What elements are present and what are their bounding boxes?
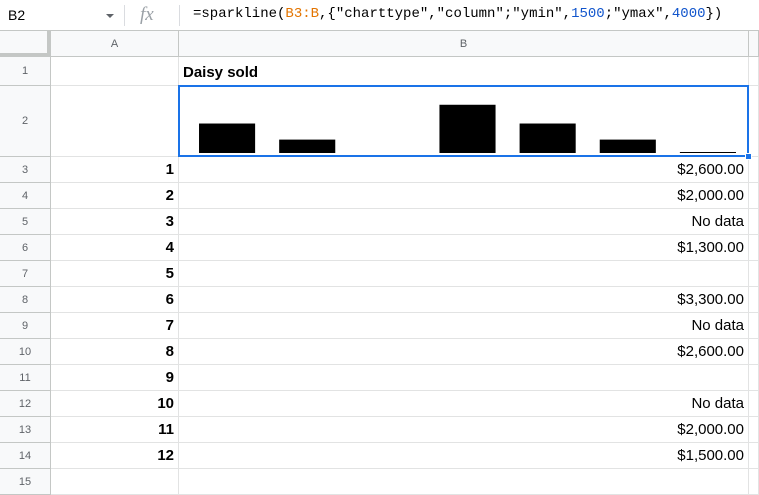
row-header: 11 bbox=[0, 365, 51, 391]
sparkline-bars bbox=[199, 104, 736, 153]
cell: 4 bbox=[51, 235, 179, 261]
cell bbox=[51, 469, 179, 495]
cell: $2,600.00 bbox=[179, 157, 749, 183]
cell: 2 bbox=[51, 183, 179, 209]
bar bbox=[279, 139, 336, 153]
cell: $1,300.00 bbox=[179, 235, 749, 261]
separator bbox=[124, 5, 125, 26]
row-header: 5 bbox=[0, 209, 51, 235]
dropdown-arrow[interactable] bbox=[105, 12, 115, 20]
fx-icon: fx bbox=[140, 4, 154, 25]
cell bbox=[749, 57, 759, 86]
row-header: 10 bbox=[0, 339, 51, 365]
cell bbox=[749, 443, 759, 469]
cell: 8 bbox=[51, 339, 179, 365]
row-header: 7 bbox=[0, 261, 51, 287]
cell bbox=[51, 57, 179, 86]
row-header: 14 bbox=[0, 443, 51, 469]
cell bbox=[749, 209, 759, 235]
cell: 7 bbox=[51, 313, 179, 339]
corner bbox=[0, 31, 51, 57]
name-box[interactable]: B2 bbox=[8, 7, 26, 23]
svg-text:fx: fx bbox=[140, 4, 154, 25]
cell bbox=[179, 365, 749, 391]
cell bbox=[749, 365, 759, 391]
cell: No data bbox=[179, 313, 749, 339]
cell bbox=[749, 313, 759, 339]
bar bbox=[599, 139, 656, 153]
cell bbox=[749, 391, 759, 417]
cell: 10 bbox=[51, 391, 179, 417]
cell: No data bbox=[179, 209, 749, 235]
row-header: 4 bbox=[0, 183, 51, 209]
bar bbox=[679, 152, 736, 153]
cell: 11 bbox=[51, 417, 179, 443]
cell: $1,500.00 bbox=[179, 443, 749, 469]
formula-part: 1500 bbox=[571, 6, 605, 22]
formula-part: ,{"charttype","column";"ymin", bbox=[319, 6, 572, 22]
cell: 3 bbox=[51, 209, 179, 235]
cell bbox=[51, 86, 179, 157]
cell: No data bbox=[179, 391, 749, 417]
formula-text[interactable]: =sparkline(B3:B,{"charttype","column";"y… bbox=[193, 6, 722, 22]
row-header: 15 bbox=[0, 469, 51, 495]
sparkline bbox=[199, 104, 736, 153]
cell: 5 bbox=[51, 261, 179, 287]
cell: 9 bbox=[51, 365, 179, 391]
separator bbox=[179, 5, 180, 26]
row-header: 2 bbox=[0, 86, 51, 157]
formula-part: 4000 bbox=[671, 6, 706, 22]
cell bbox=[749, 235, 759, 261]
row-header: 1 bbox=[0, 57, 51, 86]
cell bbox=[749, 339, 759, 365]
formula-part: }) bbox=[705, 6, 723, 22]
bar bbox=[439, 104, 496, 153]
cell: $2,000.00 bbox=[179, 417, 749, 443]
formula-part: B3:B bbox=[285, 6, 320, 22]
cell bbox=[749, 287, 759, 313]
formula-bar: B2 fx =sparkline(B3:B,{"charttype","colu… bbox=[0, 0, 759, 31]
cell: 12 bbox=[51, 443, 179, 469]
cell bbox=[749, 157, 759, 183]
row-header: 12 bbox=[0, 391, 51, 417]
cell bbox=[179, 469, 749, 495]
bar bbox=[519, 123, 576, 153]
cell bbox=[749, 469, 759, 495]
cell: $3,300.00 bbox=[179, 287, 749, 313]
cell: 6 bbox=[51, 287, 179, 313]
column-header: B bbox=[179, 31, 749, 57]
row-header: 13 bbox=[0, 417, 51, 443]
row-header: 8 bbox=[0, 287, 51, 313]
column-header: A bbox=[51, 31, 179, 57]
row-header: 6 bbox=[0, 235, 51, 261]
cell bbox=[749, 261, 759, 287]
formula-part: =sparkline( bbox=[193, 6, 286, 22]
fill-handle bbox=[745, 153, 752, 160]
cell bbox=[749, 86, 759, 157]
cell bbox=[749, 417, 759, 443]
cell bbox=[179, 261, 749, 287]
cell: $2,600.00 bbox=[179, 339, 749, 365]
cell bbox=[749, 183, 759, 209]
bar bbox=[199, 123, 256, 153]
row-header: 9 bbox=[0, 313, 51, 339]
cell: 1 bbox=[51, 157, 179, 183]
selection bbox=[178, 85, 749, 157]
cell: $2,000.00 bbox=[179, 183, 749, 209]
cell: Daisy sold bbox=[179, 57, 749, 86]
row-header: 3 bbox=[0, 157, 51, 183]
formula-part: ;"ymax", bbox=[604, 6, 672, 22]
column-header bbox=[749, 31, 759, 57]
